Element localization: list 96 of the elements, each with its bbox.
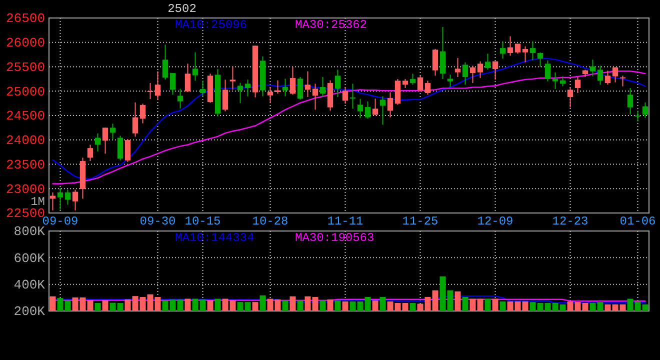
candlestick bbox=[304, 70, 311, 98]
candlestick bbox=[387, 92, 394, 118]
y-tick-label: 24000 bbox=[6, 133, 45, 148]
candlestick bbox=[184, 63, 191, 93]
y-tick-label: 25000 bbox=[6, 84, 45, 100]
candlestick bbox=[64, 189, 71, 206]
candlestick bbox=[282, 78, 288, 97]
candlestick bbox=[634, 110, 641, 122]
x-tick-label: 11-11 bbox=[327, 214, 364, 229]
candlestick bbox=[447, 74, 454, 88]
y-tick-label: 600K bbox=[14, 250, 46, 266]
candlestick bbox=[364, 100, 371, 120]
candlestick bbox=[372, 98, 378, 116]
candlestick bbox=[492, 60, 498, 80]
candlestick bbox=[552, 72, 558, 90]
y-tick-label: 26000 bbox=[6, 36, 45, 51]
candlestick bbox=[72, 189, 78, 211]
candlestick bbox=[612, 66, 618, 83]
x-tick-label: 12-09 bbox=[477, 214, 514, 229]
candlestick bbox=[140, 103, 146, 124]
candlestick bbox=[132, 102, 138, 138]
candlestick bbox=[320, 76, 326, 98]
candlestick bbox=[567, 86, 574, 108]
candlestick bbox=[57, 188, 64, 210]
candlestick bbox=[470, 65, 476, 84]
candlestick bbox=[222, 79, 228, 112]
text: MA10:25096 bbox=[175, 18, 248, 32]
candlestick bbox=[297, 76, 304, 100]
candlestick bbox=[432, 48, 438, 76]
candlestick bbox=[124, 138, 131, 163]
candlestick bbox=[94, 132, 101, 152]
candlestick bbox=[440, 26, 446, 80]
candlestick bbox=[462, 62, 468, 86]
candlestick bbox=[237, 82, 244, 104]
candlestick bbox=[620, 75, 626, 87]
candlestick bbox=[394, 78, 401, 106]
candlestick bbox=[530, 40, 536, 61]
y-tick-label: 200K bbox=[14, 304, 46, 320]
text: MA10:144334 bbox=[175, 231, 254, 245]
candlestick bbox=[117, 135, 124, 161]
candlestick bbox=[350, 83, 356, 110]
y-tick-label: 26500 bbox=[6, 11, 45, 26]
candlestick bbox=[177, 88, 184, 109]
x-tick-label: 10-15 bbox=[184, 214, 221, 229]
candlestick bbox=[192, 52, 198, 82]
y-tick-label: 400K bbox=[14, 277, 46, 292]
x-tick-label: 11-25 bbox=[402, 214, 438, 229]
candlestick bbox=[50, 192, 56, 211]
candlestick bbox=[522, 46, 528, 63]
candlestick bbox=[312, 83, 318, 110]
candlestick bbox=[590, 59, 596, 77]
candlestick bbox=[514, 43, 521, 54]
candlestick bbox=[484, 53, 491, 70]
candlestick bbox=[244, 79, 251, 97]
candlestick bbox=[342, 86, 348, 104]
y-tick-label: 800K bbox=[14, 224, 46, 240]
text: MA30:190563 bbox=[295, 231, 374, 245]
candlestick bbox=[162, 44, 168, 80]
candlestick bbox=[597, 65, 604, 86]
candlestick bbox=[102, 127, 108, 154]
candlestick bbox=[110, 123, 116, 140]
candlestick bbox=[507, 36, 514, 56]
candlestick bbox=[424, 80, 431, 96]
y-tick-label: 23000 bbox=[6, 182, 45, 197]
chart-title: 2502 bbox=[168, 2, 196, 16]
candlestick bbox=[574, 76, 581, 94]
x-tick-label: 10-28 bbox=[252, 214, 288, 229]
x-tick-label: 01-06 bbox=[620, 214, 656, 229]
candlestick bbox=[500, 40, 506, 60]
y-tick-label: 24500 bbox=[6, 108, 45, 124]
candlestick bbox=[454, 58, 461, 78]
candlestick bbox=[290, 66, 296, 96]
text: MA30:25362 bbox=[295, 18, 368, 32]
candlestick bbox=[154, 70, 161, 100]
candlestick bbox=[642, 102, 648, 119]
candlestick bbox=[334, 69, 341, 98]
candlestick bbox=[87, 144, 94, 162]
y-tick-label: 23500 bbox=[6, 157, 45, 172]
x-tick-label: 09-30 bbox=[140, 214, 176, 229]
candlestick bbox=[604, 70, 611, 86]
candlestick bbox=[627, 88, 634, 116]
candlestick bbox=[230, 66, 236, 90]
candlestick bbox=[477, 60, 484, 79]
candlestick bbox=[170, 72, 176, 96]
candlestick bbox=[357, 98, 364, 119]
candlestick bbox=[410, 73, 416, 86]
candlestick bbox=[544, 60, 551, 82]
candlestick bbox=[200, 80, 206, 97]
candlestick bbox=[417, 75, 424, 92]
x-tick-label: 12-23 bbox=[552, 214, 588, 229]
candlestick bbox=[380, 96, 386, 126]
candlestick bbox=[147, 82, 154, 100]
text: 1M bbox=[30, 195, 45, 209]
y-tick-label: 25500 bbox=[6, 60, 45, 75]
candlestick bbox=[537, 52, 544, 68]
candlestick bbox=[267, 86, 274, 103]
